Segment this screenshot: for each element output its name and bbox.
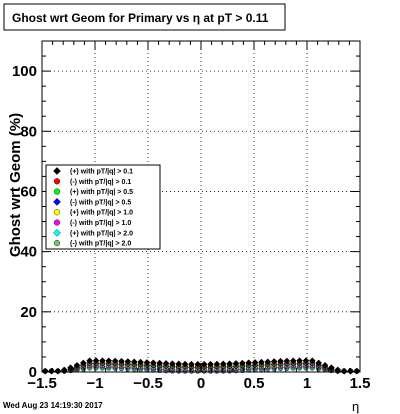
- data-point: [321, 361, 329, 369]
- legend-marker: [53, 188, 61, 195]
- legend-marker: [53, 240, 61, 247]
- x-tick-labels: −1.5 −1 −0.5 0 0.5 1 1.5: [27, 375, 370, 392]
- data-point: [118, 357, 125, 365]
- data-point: [169, 360, 176, 367]
- data-point: [80, 359, 87, 367]
- data-point: [340, 367, 348, 375]
- data-point: [309, 357, 316, 364]
- data-point: [156, 359, 163, 367]
- data-point: [73, 361, 81, 369]
- legend-label: (+) with pT/|q| > 2.0: [70, 230, 133, 237]
- data-point: [219, 360, 227, 368]
- legend-label: (+) with pT/|q| > 0.5: [70, 189, 133, 196]
- data-point: [270, 358, 278, 365]
- y-tick-label: 80: [20, 123, 37, 140]
- data-point: [175, 360, 183, 368]
- data-point: [207, 360, 214, 368]
- axis-ticks: [41, 40, 361, 373]
- y-tick-label: 60: [20, 183, 37, 200]
- y-tick-label: 40: [20, 244, 37, 261]
- data-point: [41, 367, 49, 375]
- data-point: [264, 358, 272, 365]
- data-point: [239, 359, 246, 367]
- legend-label: (-) with pT/|q| > 2.0: [70, 241, 131, 248]
- y-tick-label: 100: [12, 63, 37, 80]
- x-tick-label: 1: [303, 375, 311, 392]
- data-point: [111, 357, 119, 365]
- data-point: [99, 357, 106, 364]
- legend-box: [45, 164, 161, 250]
- data-point: [137, 358, 144, 366]
- legend-label: (+) with pT/|q| > 1.0: [70, 210, 133, 217]
- legend: (+) with pT/|q| > 0.1 (-) with pT/|q| > 0…: [45, 164, 161, 250]
- legend-marker: [53, 209, 61, 216]
- data-point: [200, 360, 208, 368]
- title-box: [3, 3, 286, 31]
- legend-marker: [53, 167, 61, 175]
- y-tick-labels: 0 20 40 60 80 100: [12, 63, 37, 381]
- data-point: [194, 360, 202, 368]
- x-tick-label: 0.5: [244, 375, 265, 392]
- data-point: [347, 367, 354, 375]
- x-axis-label: η: [352, 399, 359, 414]
- y-axis-label: Ghost wrt Geom (%): [7, 113, 24, 257]
- data-point: [67, 364, 74, 371]
- data-point: [60, 366, 68, 374]
- x-tick-label: −1: [86, 375, 103, 392]
- data-point: [130, 358, 138, 365]
- y-tick-label: 20: [20, 304, 37, 321]
- legend-marker: [53, 178, 61, 185]
- x-tick-label: −0.5: [133, 375, 163, 392]
- data-point: [258, 358, 265, 366]
- chart-title: Ghost wrt Geom for Primary vs η at pT > …: [12, 11, 269, 25]
- legend-label: (-) with pT/|q| > 1.0: [70, 220, 131, 227]
- data-point: [181, 360, 189, 368]
- data-point: [188, 360, 195, 368]
- data-point: [162, 360, 170, 367]
- data-point: [296, 357, 303, 364]
- data-point: [283, 357, 291, 365]
- data-point: [124, 358, 132, 365]
- data-point: [54, 367, 62, 375]
- data-point: [48, 367, 55, 375]
- legend-label: (+) with pT/|q| > 0.1: [70, 169, 133, 176]
- data-point: [92, 357, 100, 364]
- data-point: [105, 357, 113, 365]
- data-point: [232, 360, 240, 367]
- data-point: [245, 359, 252, 366]
- data-point: [302, 357, 310, 364]
- legend-marker: [53, 198, 61, 206]
- data-point: [328, 364, 335, 371]
- data-point: [150, 359, 157, 366]
- data-point: [353, 367, 361, 375]
- legend-label: (-) with pT/|q| > 0.5: [70, 199, 131, 206]
- legend-marker: [53, 228, 61, 237]
- x-tick-label: −1.5: [27, 375, 57, 392]
- data-point: [315, 359, 322, 367]
- x-tick-label: 0: [197, 375, 205, 392]
- y-tick-label: 0: [29, 364, 37, 381]
- data-point: [213, 360, 221, 368]
- data-point: [86, 357, 93, 364]
- data-point: [226, 360, 233, 367]
- legend-marker: [53, 219, 61, 226]
- x-tick-label: 1.5: [350, 375, 371, 392]
- legend-label: (-) with pT/|q| > 0.1: [70, 179, 131, 186]
- timestamp: Wed Aug 23 14:19:30 2017: [3, 401, 103, 410]
- data-point: [277, 357, 284, 365]
- data-point: [289, 357, 297, 365]
